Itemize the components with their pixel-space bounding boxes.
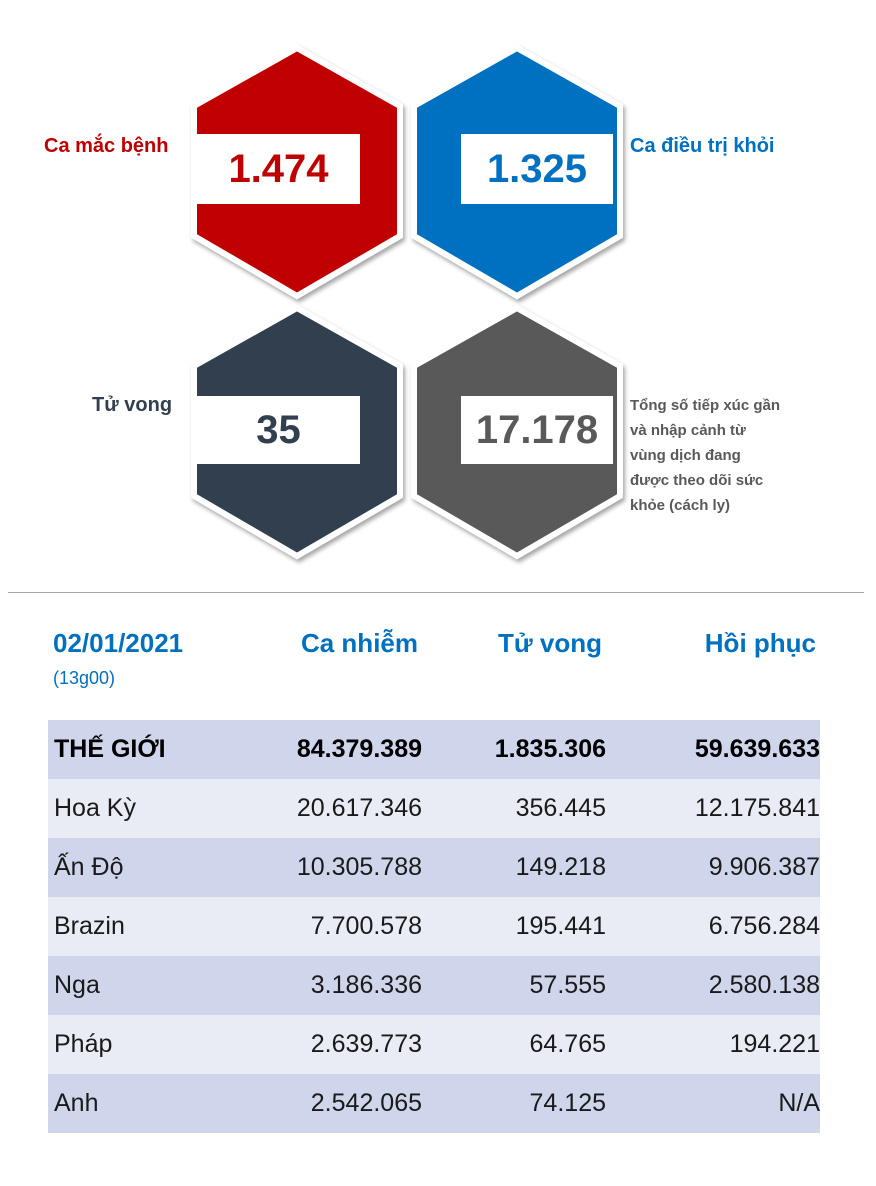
cases-cell: 84.379.389 [296, 735, 422, 763]
country-name: Hoa Kỳ [54, 794, 136, 822]
table-row: Pháp 2.639.773 64.765 194.221 [48, 1015, 820, 1074]
deaths-cell: 356.445 [515, 794, 606, 822]
monitored-label-line: khỏe (cách ly) [630, 497, 731, 514]
cases-value: 1.474 [197, 134, 360, 204]
monitored-label-line: vùng dịch đang [630, 447, 741, 464]
recovered-cell: 194.221 [729, 1030, 820, 1058]
deaths-cell: 149.218 [515, 853, 606, 881]
table-date: 02/01/2021 [53, 628, 184, 658]
table-row: THẾ GIỚI 84.379.389 1.835.306 59.639.633 [48, 720, 820, 779]
country-name: Ấn Độ [54, 853, 124, 881]
monitored-label-line: Tổng số tiếp xúc gần [630, 397, 781, 414]
cases-cell: 10.305.788 [296, 853, 422, 881]
country-name: Pháp [54, 1030, 113, 1058]
table-row: Nga 3.186.336 57.555 2.580.138 [48, 956, 820, 1015]
table-row: Anh 2.542.065 74.125 N/A [48, 1074, 820, 1133]
recovered-cell: 12.175.841 [694, 794, 820, 822]
recovered-cell: N/A [778, 1089, 820, 1117]
cases-cell: 3.186.336 [310, 971, 422, 999]
cases-cell: 2.639.773 [310, 1030, 422, 1058]
deaths-label: Tử vong [92, 394, 173, 416]
header-deaths: Tử vong [497, 628, 602, 658]
cases-label: Ca mắc bệnh [44, 135, 169, 157]
recovered-cell: 6.756.284 [708, 912, 820, 940]
recovered-cell: 9.906.387 [708, 853, 820, 881]
cases-cell: 2.542.065 [310, 1089, 422, 1117]
table-row: Ấn Độ 10.305.788 149.218 9.906.387 [48, 838, 820, 897]
monitored-label-line: được theo dõi sức [630, 472, 764, 489]
country-name: Brazin [54, 912, 125, 940]
country-name: Nga [54, 971, 100, 999]
recovered-cell: 59.639.633 [694, 735, 820, 763]
deaths-cell: 1.835.306 [494, 735, 606, 763]
monitored-value: 17.178 [461, 396, 613, 464]
cases-cell: 20.617.346 [296, 794, 422, 822]
table-row: Brazin 7.700.578 195.441 6.756.284 [48, 897, 820, 956]
recovered-label: Ca điều trị khỏi [630, 135, 775, 157]
header-cases: Ca nhiễm [300, 628, 418, 658]
deaths-cell: 57.555 [529, 971, 606, 999]
table-row: Hoa Kỳ 20.617.346 356.445 12.175.841 [48, 779, 820, 838]
deaths-value: 35 [197, 396, 360, 464]
section-divider [8, 592, 864, 593]
header-recovered: Hồi phục [704, 628, 816, 658]
deaths-cell: 64.765 [529, 1030, 606, 1058]
deaths-cell: 74.125 [529, 1089, 606, 1117]
table-time: (13g00) [53, 668, 116, 688]
monitored-label: Tổng số tiếp xúc gần và nhập cảnh từ vùn… [630, 393, 830, 518]
stats-table: THẾ GIỚI 84.379.389 1.835.306 59.639.633… [48, 720, 820, 1133]
recovered-cell: 2.580.138 [708, 971, 820, 999]
country-name: Anh [54, 1089, 99, 1117]
recovered-value: 1.325 [461, 134, 613, 204]
country-name: THẾ GIỚI [54, 735, 166, 763]
monitored-label-line: và nhập cảnh từ [630, 422, 746, 439]
cases-cell: 7.700.578 [310, 912, 422, 940]
deaths-cell: 195.441 [515, 912, 606, 940]
